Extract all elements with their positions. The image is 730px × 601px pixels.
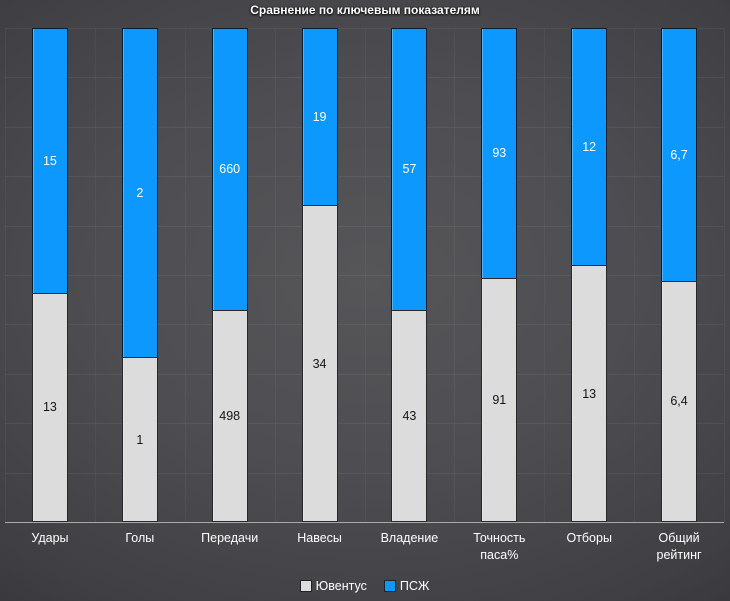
plot-area: 15 13 2 1 660 498 19 34 57 43 93 91 12 13 6,7 6,4 [5,28,725,523]
bar-segment-psg: 12 [571,28,608,266]
bar-column: 93 91 [481,28,518,522]
value-label: 91 [492,392,507,407]
gridline-vertical [454,28,456,522]
value-label: 6,4 [670,394,688,409]
legend-swatch [384,581,395,591]
bar-segment-juventus: 6,4 [661,280,698,522]
legend-label: ПСЖ [399,579,430,593]
bar-segment-juventus: 498 [211,309,248,522]
legend-item-juventus: Ювентус [300,579,367,593]
bar-column: 660 498 [211,28,248,522]
gridline-vertical [364,28,366,522]
value-label: 93 [492,146,507,161]
bar-segment-psg: 15 [31,28,68,293]
gridline-horizontal [5,373,724,375]
category-label: Передачи [201,531,259,545]
gridline-horizontal [5,77,724,79]
bar-segment-psg: 6,7 [661,28,698,281]
gridline-vertical [634,28,636,522]
category-label: Навесы [297,531,342,545]
category-label: Голы [125,531,155,545]
bar-column: 6,7 6,4 [661,28,698,522]
bar-column: 15 13 [31,28,68,522]
value-label: 2 [136,186,144,201]
bar-segment-psg: 2 [121,28,158,358]
gridline-vertical [724,28,725,522]
bar-segment-juventus: 13 [571,265,608,522]
value-label: 15 [42,153,57,168]
value-label: 12 [582,140,597,155]
bar-column: 19 34 [301,28,338,522]
bar-column: 57 43 [391,28,428,522]
legend-item-psg: ПСЖ [384,579,430,593]
bar-segment-psg: 57 [391,28,428,310]
gridline-horizontal [5,423,724,425]
value-label: 19 [312,110,327,125]
value-label: 13 [42,400,57,415]
x-axis-line [5,522,724,523]
gridline-horizontal [5,176,724,178]
category-label: Общий рейтинг [656,531,702,562]
bar-segment-juventus: 34 [301,205,338,522]
gridline-horizontal [5,225,724,227]
category-label: Удары [31,531,69,545]
category-label: Точность паса% [473,531,526,562]
gridline-vertical [274,28,276,522]
value-label: 43 [402,408,417,423]
gridline-vertical [94,28,96,522]
bar-segment-psg: 93 [481,28,518,278]
legend-label: Ювентус [315,579,367,593]
gridline-horizontal [5,472,724,474]
legend: Ювентус ПСЖ [0,579,730,593]
category-label: Владение [380,531,439,545]
value-label: 57 [402,162,417,177]
gridline-horizontal [5,126,724,128]
legend-swatch [300,581,311,591]
gridline-vertical [5,28,6,522]
bar-segment-juventus: 43 [391,309,428,522]
gridline-horizontal [5,28,724,29]
value-label: 13 [582,386,597,401]
gridline-horizontal [5,324,724,326]
bar-segment-juventus: 1 [121,357,158,522]
value-label: 1 [136,432,144,447]
category-label: Отборы [566,531,612,545]
bar-segment-psg: 660 [211,28,248,310]
bar-segment-psg: 19 [301,28,338,206]
chart-title: Сравнение по ключевым показателям [250,3,480,17]
bar-segment-juventus: 91 [481,277,518,522]
value-label: 660 [219,162,241,177]
value-label: 6,7 [670,147,688,162]
value-label: 498 [219,408,241,423]
gridline-horizontal [5,275,724,276]
gridline-vertical [184,28,186,522]
gridline-vertical [544,28,546,522]
category-axis-labels: Удары Голы Передачи Навесы Владение Точность … [5,530,724,564]
bar-column: 12 13 [571,28,608,522]
bar-segment-juventus: 13 [31,292,68,522]
value-label: 34 [312,356,327,371]
